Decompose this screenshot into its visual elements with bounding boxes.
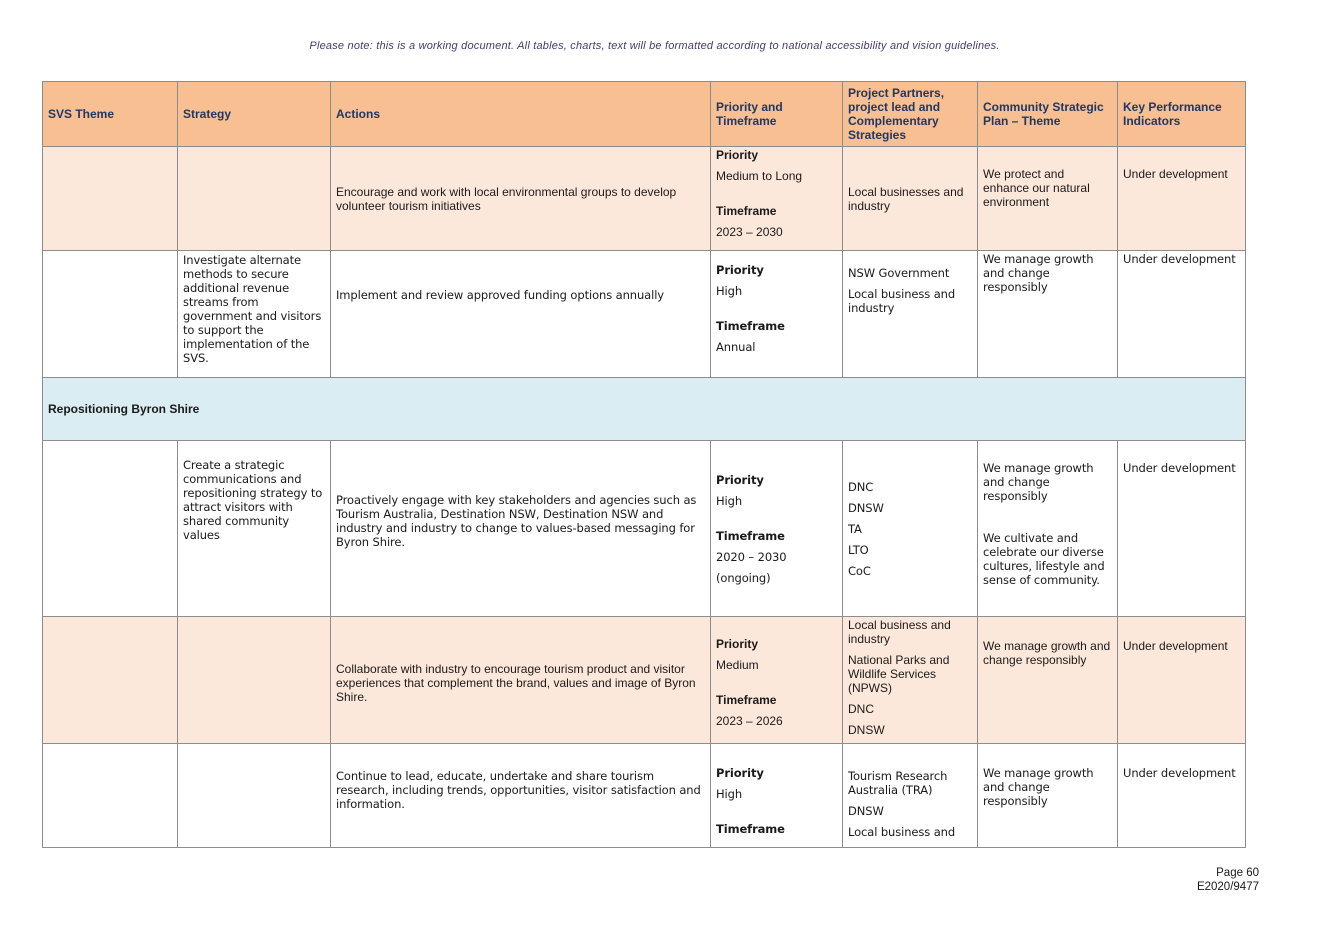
document-reference: E2020/9477 [1196, 881, 1259, 893]
partners-cell: DNC DNSW TA LTO CoC [842, 440, 978, 617]
csp-theme-item: We manage growth and change responsibly [983, 639, 1111, 667]
partner-item: DNC [848, 702, 874, 716]
action-cell: Proactively engage with key stakeholders… [330, 440, 711, 617]
page-number: Page 60 [1216, 867, 1259, 879]
partner-item: DNC [848, 479, 874, 494]
timeframe-value: Annual [716, 340, 756, 354]
timeframe-label: Timeframe [716, 822, 785, 836]
working-document-note: Please note: this is a working document.… [309, 40, 1000, 52]
table-row: Create a strategic communications and re… [42, 440, 1246, 617]
partners-cell: Tourism Research Australia (TRA) DNSW Lo… [842, 743, 978, 848]
csp-theme-item: We manage growth and change responsibly [983, 252, 1094, 294]
timeframe-note: (ongoing) [716, 570, 771, 585]
action-cell: Collaborate with industry to encourage t… [330, 616, 711, 744]
priority-value: Medium to Long [716, 169, 803, 183]
theme-cell [42, 440, 178, 617]
priority-label: Priority [716, 148, 759, 162]
header-actions: Actions [330, 81, 711, 147]
csp-cell: We manage growth and change responsibly [977, 743, 1118, 848]
strategy-cell [177, 743, 331, 848]
theme-cell [42, 250, 178, 378]
header-csp-theme: Community Strategic Plan – Theme [977, 81, 1118, 147]
priority-value: Medium [716, 658, 759, 672]
strategy-cell [177, 616, 331, 744]
priority-label: Priority [716, 472, 764, 487]
header-svs-theme: SVS Theme [42, 81, 178, 147]
section-title: Repositioning Byron Shire [42, 377, 1246, 441]
priority-cell: Priority Medium to Long Timeframe 2023 –… [710, 146, 843, 251]
partner-item: Local business and industry [848, 287, 956, 315]
header-kpi: Key Performance Indicators [1117, 81, 1246, 147]
priority-value: High [716, 284, 743, 298]
partner-item: Tourism Research Australia (TRA) [848, 769, 948, 797]
csp-theme-item: We protect and enhance our natural envir… [983, 167, 1090, 209]
strategy-cell: Investigate alternate methods to secure … [177, 250, 331, 378]
kpi-cell: Under development [1117, 616, 1246, 744]
priority-cell: Priority Medium Timeframe 2023 – 2026 [710, 616, 843, 744]
csp-theme-item: We manage growth and change responsibly [983, 766, 1094, 808]
table-row: Investigate alternate methods to secure … [42, 250, 1246, 378]
timeframe-label: Timeframe [716, 204, 777, 218]
priority-label: Priority [716, 263, 764, 277]
partners-cell: NSW Government Local business and indust… [842, 250, 978, 378]
partner-item: DNSW [848, 723, 885, 737]
table-row: Encourage and work with local environmen… [42, 146, 1246, 251]
priority-value: High [716, 787, 743, 801]
theme-cell [42, 616, 178, 744]
header-project-partners: Project Partners, project lead and Compl… [842, 81, 978, 147]
table-row: Continue to lead, educate, undertake and… [42, 743, 1246, 848]
partner-item: DNSW [848, 804, 884, 818]
action-cell: Continue to lead, educate, undertake and… [330, 743, 711, 848]
strategy-cell: Create a strategic communications and re… [177, 440, 331, 617]
partner-item: Local businesses and industry [848, 184, 964, 213]
timeframe-label: Timeframe [716, 528, 785, 543]
partner-item: CoC [848, 563, 871, 578]
theme-cell [42, 146, 178, 251]
table-header-row: SVS Theme Strategy Actions Priority and … [42, 81, 1246, 147]
csp-cell: We protect and enhance our natural envir… [977, 146, 1118, 251]
theme-cell [42, 743, 178, 848]
header-priority-timeframe: Priority and Timeframe [710, 81, 843, 147]
header-strategy: Strategy [177, 81, 331, 147]
priority-cell: Priority High Timeframe [710, 743, 843, 848]
action-cell: Implement and review approved funding op… [330, 250, 711, 378]
csp-cell: We manage growth and change responsibly … [977, 440, 1118, 617]
timeframe-value: 2023 – 2026 [716, 714, 783, 728]
csp-cell: We manage growth and change responsibly [977, 616, 1118, 744]
partners-cell: Local businesses and industry [842, 146, 978, 251]
partners-cell: Local business and industry National Par… [842, 616, 978, 744]
svs-action-table: SVS Theme Strategy Actions Priority and … [42, 81, 1246, 848]
kpi-cell: Under development [1117, 146, 1246, 251]
priority-label: Priority [716, 637, 759, 651]
partner-item: NSW Government [848, 266, 950, 280]
timeframe-label: Timeframe [716, 319, 785, 333]
priority-cell: Priority High Timeframe Annual [710, 250, 843, 378]
priority-value: High [716, 493, 743, 508]
partner-item: National Parks and Wildlife Services (NP… [848, 653, 950, 695]
strategy-cell [177, 146, 331, 251]
partner-item: Local business and industry [848, 618, 951, 646]
priority-cell: Priority High Timeframe 2020 – 2030 (ong… [710, 440, 843, 617]
kpi-cell: Under development [1117, 440, 1246, 617]
page-footer: Page 60 E2020/9477 [1197, 866, 1259, 894]
csp-theme-item: We manage growth and change responsibly [983, 461, 1094, 503]
timeframe-label: Timeframe [716, 693, 777, 707]
partner-item: DNSW [848, 500, 884, 515]
csp-cell: We manage growth and change responsibly [977, 250, 1118, 378]
partner-item: Local business and [848, 825, 956, 839]
kpi-cell: Under development [1117, 250, 1246, 378]
section-header-row: Repositioning Byron Shire [42, 377, 1246, 441]
priority-label: Priority [716, 766, 764, 780]
timeframe-value: 2023 – 2030 [716, 225, 783, 239]
action-cell: Encourage and work with local environmen… [330, 146, 711, 251]
csp-theme-item: We cultivate and celebrate our diverse c… [983, 531, 1105, 587]
table-row: Collaborate with industry to encourage t… [42, 616, 1246, 744]
kpi-cell: Under development [1117, 743, 1246, 848]
partner-item: TA [848, 521, 862, 536]
partner-item: LTO [848, 542, 869, 557]
timeframe-value: 2020 – 2030 [716, 549, 787, 564]
